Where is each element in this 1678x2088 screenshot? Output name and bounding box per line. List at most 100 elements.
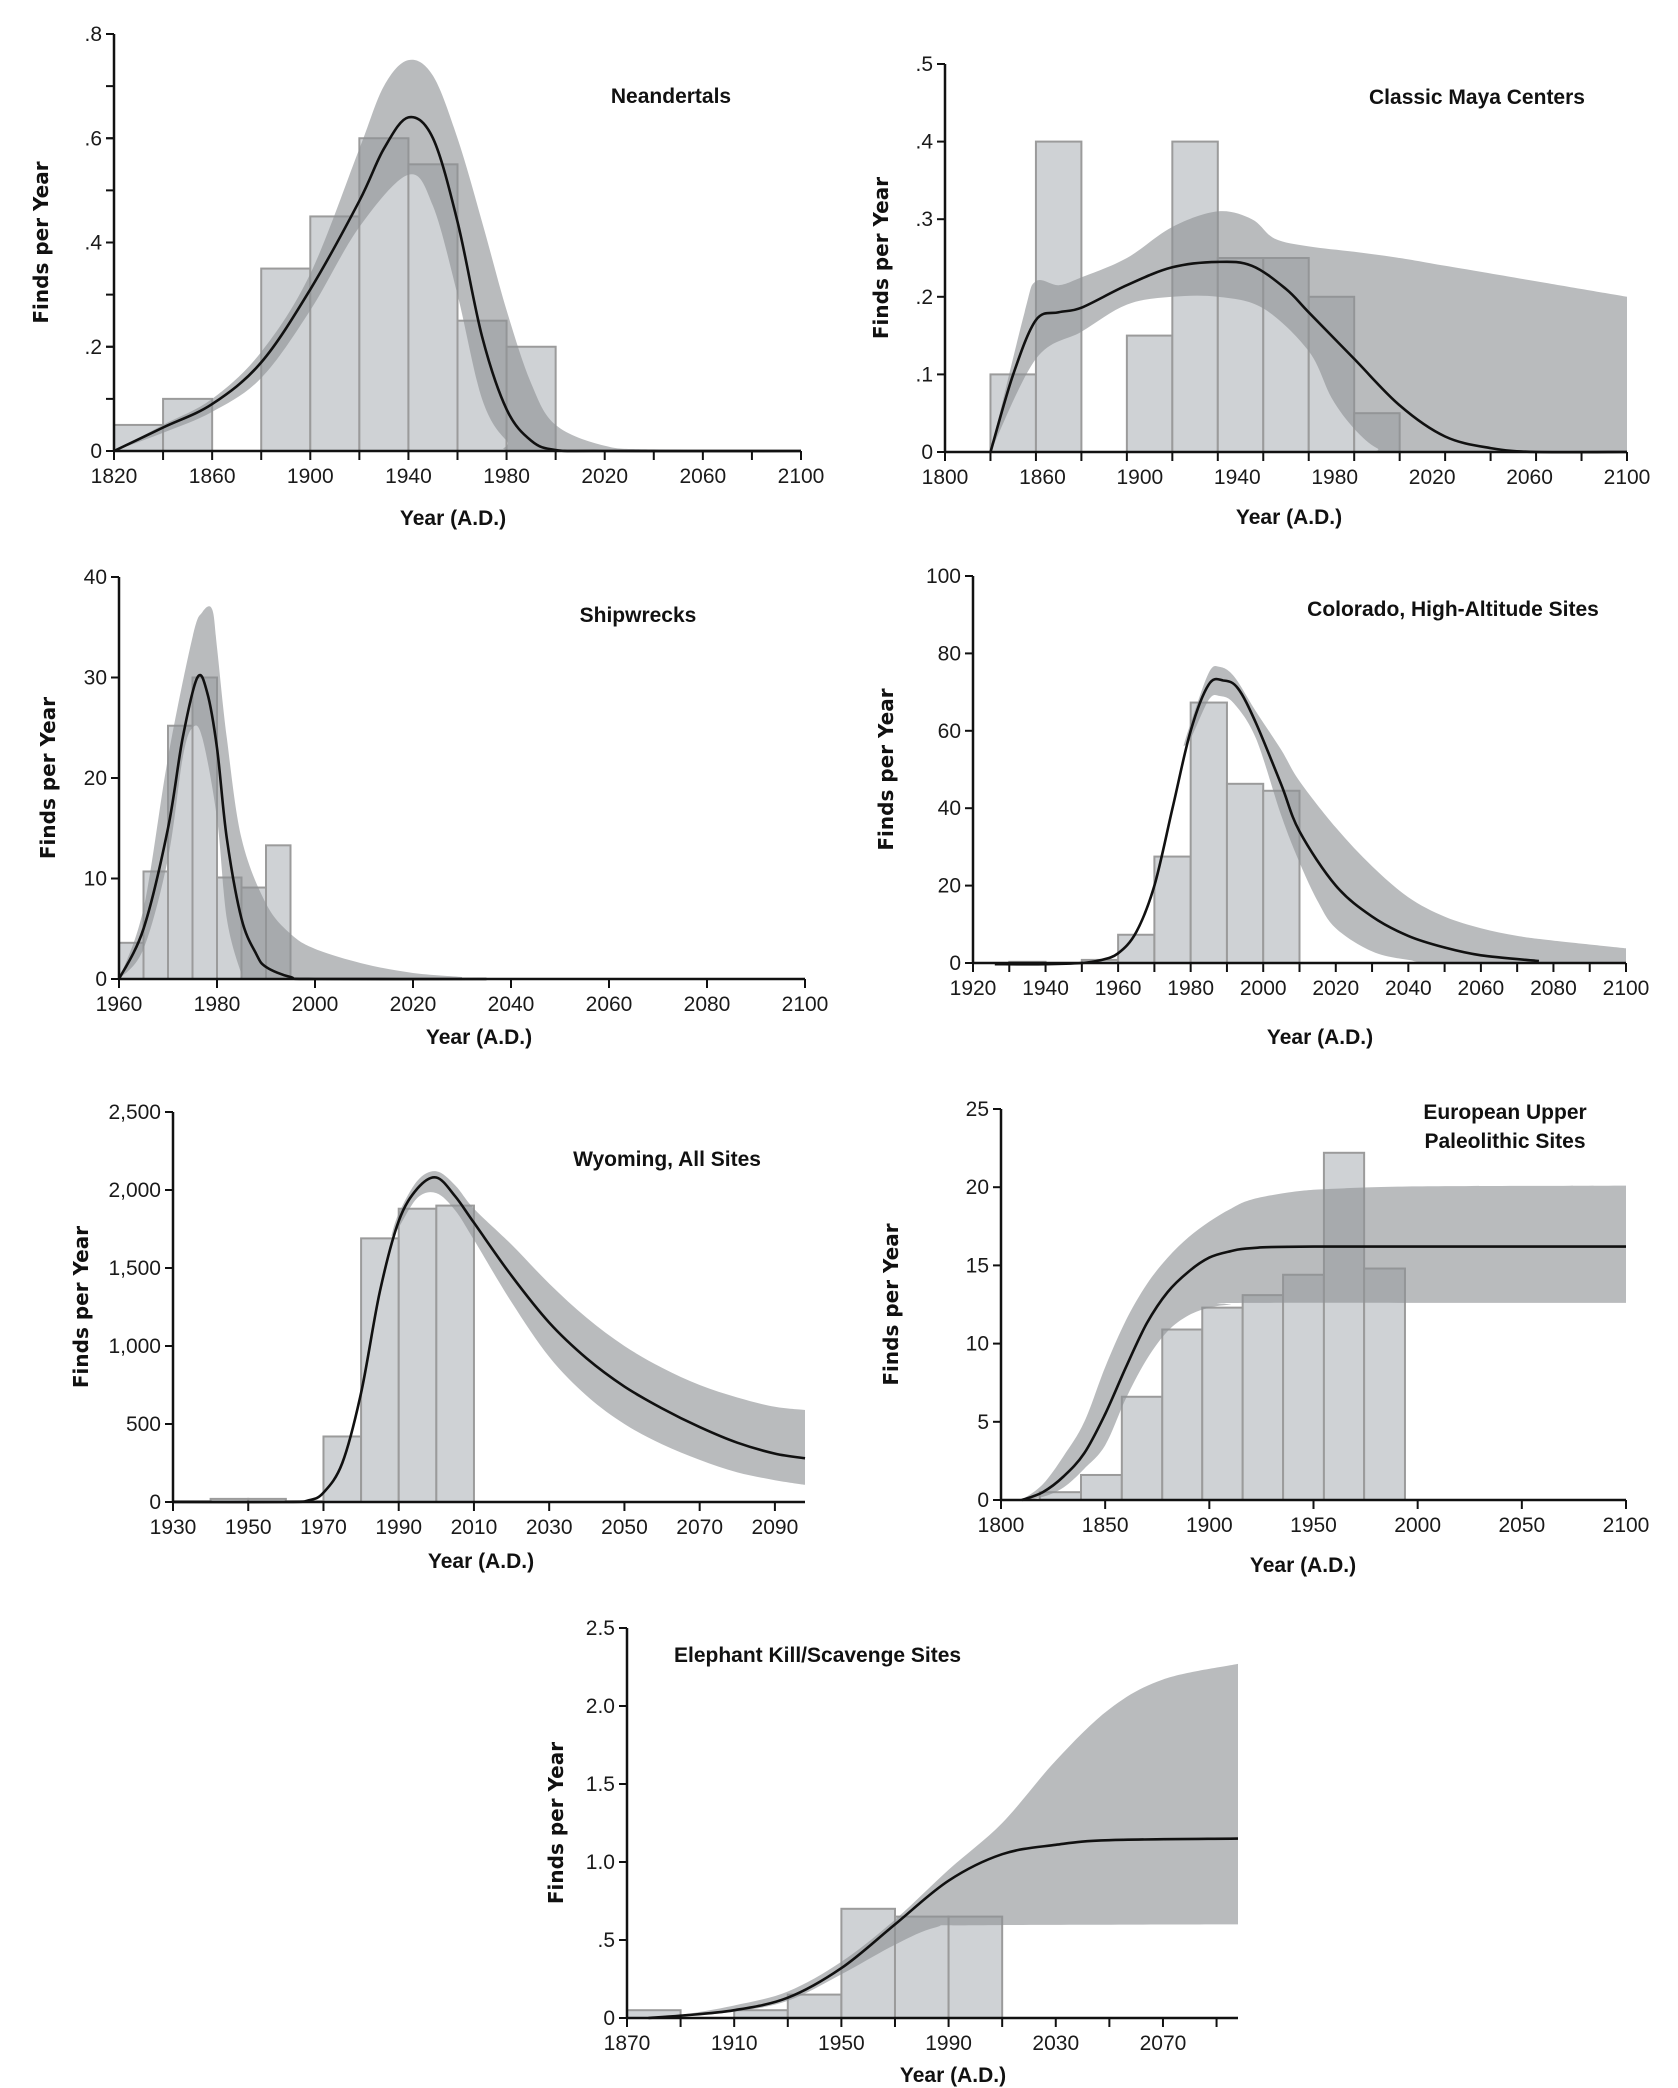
y-tick-label: 80 [938, 642, 961, 665]
chart-title: Wyoming, All Sites [573, 1148, 761, 1171]
x-tick-label: 2060 [586, 993, 633, 1016]
x-tick-label: 2030 [1032, 2032, 1079, 2055]
x-tick-label: 2100 [1604, 466, 1651, 489]
y-tick-label: .3 [915, 208, 933, 231]
chart-title: Elephant Kill/Scavenge Sites [674, 1644, 961, 1667]
y-tick-label: 25 [966, 1098, 989, 1121]
y-tick-label: 10 [84, 868, 107, 891]
y-tick-label: .1 [915, 363, 933, 386]
histogram-bar [435, 1204, 475, 1503]
histogram-bar [947, 1915, 1004, 2019]
x-tick-label: 1940 [1214, 466, 1261, 489]
histogram-bar [1282, 1273, 1325, 1502]
y-tick-label: 2,500 [108, 1101, 161, 1124]
histogram-bar [1080, 1473, 1123, 1501]
y-tick-label: 1,000 [108, 1335, 161, 1358]
x-tick-label: 2080 [1530, 977, 1577, 1000]
y-tick-label: 0 [95, 968, 107, 991]
x-tick-label: 1990 [375, 1516, 422, 1539]
chart-title: Paleolithic Sites [1424, 1130, 1585, 1153]
x-tick-label: 2000 [292, 993, 339, 1016]
x-axis-label: Year (A.D.) [900, 2064, 1006, 2087]
chart-title: Classic Maya Centers [1369, 86, 1585, 109]
histogram-bar [1153, 855, 1192, 965]
chart-panel: 0 5 10 15 20 25 1800 1850 1900 1950 2000 2050 2100 Eu… [879, 1098, 1649, 1577]
y-tick-label: 40 [84, 566, 107, 589]
chart-panel: 0 .2 .4 .6 .8 1820 1860 1900 1940 1980 2020 2060 210… [29, 23, 824, 530]
x-axis-label: Year (A.D.) [1236, 506, 1342, 529]
x-tick-label: 2070 [1140, 2032, 1187, 2055]
x-tick-label: 2000 [1394, 1514, 1441, 1537]
histogram-bar [1189, 701, 1228, 964]
histogram-bar [397, 1207, 438, 1503]
x-tick-label: 1950 [225, 1516, 272, 1539]
y-tick-label: 15 [966, 1254, 989, 1277]
y-tick-label: 1.0 [586, 1851, 615, 1874]
x-tick-label: 1970 [300, 1516, 347, 1539]
fitted-curve [117, 673, 487, 981]
confidence-band [114, 59, 801, 452]
y-tick-label: 1,500 [108, 1257, 161, 1280]
y-tick-label: 0 [949, 952, 961, 975]
histogram-bar [322, 1435, 363, 1503]
x-tick-label: 1960 [1095, 977, 1142, 1000]
x-tick-label: 1860 [1019, 466, 1066, 489]
x-tick-label: 2090 [752, 1516, 799, 1539]
chart-title: Neandertals [611, 85, 731, 108]
y-axis-label: Finds per Year [69, 1226, 93, 1388]
chart-panel: 0 .1 .2 .3 .4 .5 1800 1860 1900 1940 1980 2020 2060 2… [869, 53, 1650, 529]
y-tick-label: 0 [921, 441, 933, 464]
y-tick-label: 1.5 [586, 1773, 615, 1796]
y-tick-label: 2.0 [586, 1695, 615, 1718]
confidence-band [990, 211, 1627, 453]
fitted-curve [172, 1176, 806, 1504]
x-tick-label: 2020 [1409, 466, 1456, 489]
x-tick-label: 2050 [601, 1516, 648, 1539]
y-tick-label: .6 [84, 127, 102, 150]
x-tick-label: 2050 [1498, 1514, 1545, 1537]
x-tick-label: 1870 [604, 2032, 651, 2055]
y-tick-label: 2.5 [586, 1617, 615, 1640]
x-tick-label: 1800 [978, 1514, 1025, 1537]
y-tick-label: .4 [84, 232, 102, 255]
y-tick-label: .5 [915, 53, 933, 76]
x-axis-label: Year (A.D.) [426, 1026, 532, 1049]
y-tick-label: 20 [966, 1176, 989, 1199]
x-axis-label: Year (A.D.) [1267, 1026, 1373, 1049]
y-tick-label: 100 [926, 565, 961, 588]
chart-title: Colorado, High-Altitude Sites [1307, 598, 1599, 621]
x-tick-label: 2030 [526, 1516, 573, 1539]
x-tick-label: 1820 [91, 465, 138, 488]
histogram-bar [1125, 334, 1174, 454]
x-tick-label: 2080 [684, 993, 731, 1016]
y-axis-label: Finds per Year [879, 1223, 903, 1385]
y-axis-label: Finds per Year [29, 161, 53, 323]
histogram-bar [1171, 140, 1219, 453]
y-tick-label: .8 [84, 23, 102, 46]
chart-title: Shipwrecks [580, 604, 697, 627]
confidence-band [1021, 1185, 1626, 1500]
x-tick-label: 1980 [194, 993, 241, 1016]
x-axis-label: Year (A.D.) [400, 507, 506, 530]
y-axis-label: Finds per Year [874, 688, 898, 850]
y-tick-label: 30 [84, 667, 107, 690]
y-tick-label: 500 [126, 1413, 161, 1436]
x-tick-label: 2100 [1603, 977, 1650, 1000]
histogram-bar [1120, 1395, 1164, 1501]
x-tick-label: 1940 [385, 465, 432, 488]
x-tick-label: 1980 [1167, 977, 1214, 1000]
chart-title: European Upper [1423, 1101, 1586, 1124]
x-tick-label: 2060 [1458, 977, 1505, 1000]
x-tick-label: 2100 [1603, 1514, 1650, 1537]
x-tick-label: 1900 [1116, 466, 1163, 489]
y-tick-label: .2 [915, 286, 933, 309]
histogram-bar [1201, 1306, 1244, 1502]
x-tick-label: 2070 [676, 1516, 723, 1539]
x-tick-label: 1960 [96, 993, 143, 1016]
x-tick-label: 2020 [1312, 977, 1359, 1000]
x-tick-label: 1850 [1082, 1514, 1129, 1537]
y-tick-label: 20 [938, 875, 961, 898]
y-tick-label: 10 [966, 1333, 989, 1356]
x-tick-label: 1940 [1022, 977, 1069, 1000]
